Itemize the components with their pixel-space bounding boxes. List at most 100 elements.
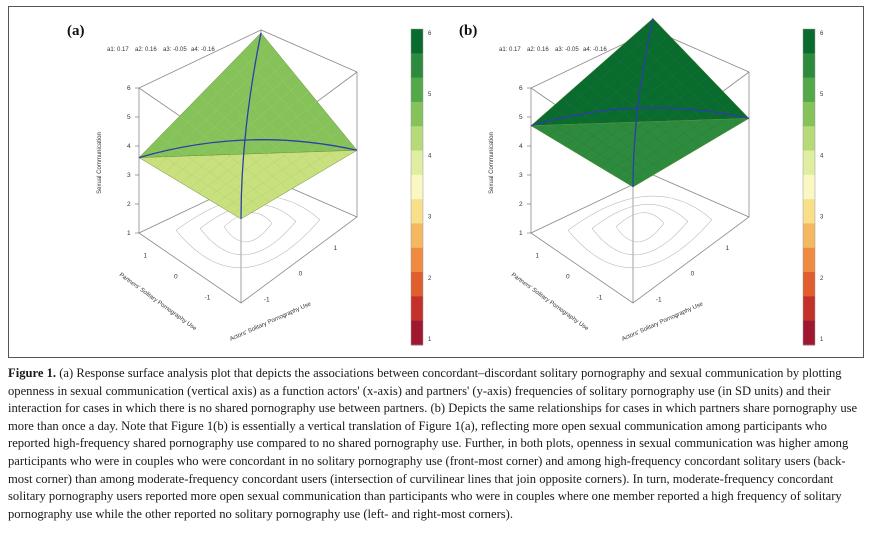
incongruence-line [530, 107, 750, 127]
z-tick-label: 4 [127, 143, 131, 150]
colorbar-segment [803, 223, 815, 249]
colorbar-segment [411, 77, 423, 103]
colorbar-label: 4 [428, 153, 432, 159]
colorbar-segment [411, 101, 423, 127]
z-tick-label: 3 [519, 172, 523, 179]
surface-front-half [138, 150, 358, 220]
x-tick-label: -1 [656, 297, 662, 304]
incongruence-line [138, 139, 358, 159]
y-tick-label: -1 [597, 295, 603, 302]
z-tick-label: 2 [127, 201, 131, 208]
floor-contour [223, 223, 273, 243]
colorbar-segment [803, 53, 815, 79]
colorbar-label: 2 [820, 276, 824, 282]
x-tick-label: 1 [333, 245, 337, 252]
z-tick-label: 4 [519, 143, 523, 150]
colorbar-label: 3 [820, 215, 824, 221]
colorbar-segment [411, 223, 423, 249]
colorbar-segment [411, 247, 423, 273]
figure-graphic: (a) a1: 0.17 a2: 0.16 a3: -0.05 a4: -0.16 1 2 3… [67, 18, 824, 346]
y-tick-label: 1 [535, 253, 539, 260]
coefficient-label: a4: -0.16 [583, 47, 607, 53]
z-axis-title: Sexual Communication [97, 132, 103, 194]
surface-mesh-line [232, 140, 350, 214]
colorbar-label: 6 [428, 31, 432, 37]
x-tick-label: 0 [691, 271, 695, 278]
floor-contour [591, 204, 689, 229]
congruence-line [632, 18, 654, 188]
colorbar-segment [411, 199, 423, 224]
colorbar-segment [411, 29, 423, 54]
y-axis-title: Partners' Solitary Pornography Use [118, 272, 198, 332]
coefficient-label: a2: 0.16 [527, 47, 549, 53]
surface-mesh-line [250, 43, 348, 157]
floor-contour [567, 195, 713, 231]
figure-caption: Figure 1. (a) Response surface analysis … [8, 365, 866, 523]
colorbar-segment [803, 247, 815, 273]
colorbar-segment [803, 320, 815, 346]
colorbar-segment [411, 150, 423, 176]
z-tick-label: 6 [519, 85, 523, 92]
floor-contour [615, 223, 665, 243]
z-tick-label: 3 [127, 172, 131, 179]
y-tick-label: -1 [205, 295, 211, 302]
colorbar-label: 5 [428, 92, 432, 98]
colorbar-frame [802, 28, 816, 346]
panel-a: (a) a1: 0.17 a2: 0.16 a3: -0.05 a4: -0.16 1 2 3… [67, 23, 432, 346]
caption-label: Figure 1. [8, 366, 57, 380]
colorbar-segment [411, 126, 423, 151]
z-tick-label: 2 [519, 201, 523, 208]
colorbar-segment [803, 199, 815, 224]
colorbar-segment [803, 101, 815, 127]
y-tick-label: 1 [143, 253, 147, 260]
colorbar-segment [803, 29, 815, 54]
panel-label: (a) [67, 23, 85, 39]
coefficient-label: a3: -0.05 [163, 47, 187, 53]
surface-mesh-line [615, 101, 734, 177]
panel-b: (b) a1: 0.17 a2: 0.16 a3: -0.05 a4: -0.16 1 2 3… [459, 18, 824, 346]
z-tick-label: 1 [519, 230, 523, 237]
colorbar-segment [411, 320, 423, 346]
coefficient-label: a1: 0.17 [499, 47, 521, 53]
colorbar-segment [803, 272, 815, 297]
colorbar-segment [803, 126, 815, 151]
colorbar-segment [803, 150, 815, 176]
figure-frame: (a) a1: 0.17 a2: 0.16 a3: -0.05 a4: -0.16 1 2 3… [8, 6, 864, 358]
coefficient-label: a1: 0.17 [107, 47, 129, 53]
z-tick-label: 6 [127, 85, 131, 92]
z-axis-title: Sexual Communication [489, 132, 495, 194]
floor-contour [615, 212, 665, 227]
y-tick-label: 0 [174, 274, 178, 281]
floor-contour [199, 221, 297, 256]
floor-contour [591, 221, 689, 256]
colorbar-label: 3 [428, 215, 432, 221]
colorbar-segment [803, 174, 815, 200]
x-axis-title: Actors' Solitary Pornography Use [229, 301, 313, 343]
y-tick-label: 0 [566, 274, 570, 281]
x-tick-label: 0 [299, 271, 303, 278]
x-tick-label: -1 [264, 297, 270, 304]
colorbar-segment [411, 174, 423, 200]
colorbar-label: 5 [820, 92, 824, 98]
colorbar-segment [803, 77, 815, 103]
colorbar-label: 2 [428, 276, 432, 282]
colorbar-frame [410, 28, 424, 346]
z-tick-label: 5 [127, 114, 131, 121]
y-axis-title: Partners' Solitary Pornography Use [510, 272, 590, 332]
colorbar-segment [411, 53, 423, 79]
floor-contour [567, 219, 713, 269]
coefficient-label: a4: -0.16 [191, 47, 215, 53]
colorbar-segment [411, 296, 423, 322]
colorbar-segment [411, 272, 423, 297]
colorbar-label: 1 [428, 337, 432, 343]
x-axis-title: Actors' Solitary Pornography Use [621, 301, 705, 343]
floor-contour [175, 219, 321, 269]
x-tick-label: 1 [725, 245, 729, 252]
caption-text: (a) Response surface analysis plot that … [8, 366, 858, 521]
colorbar-label: 1 [820, 337, 824, 343]
coefficient-label: a3: -0.05 [555, 47, 579, 53]
colorbar-label: 6 [820, 31, 824, 37]
colorbar-label: 4 [820, 153, 824, 159]
surface-front-half [530, 118, 750, 188]
surface-mesh-line [624, 109, 742, 183]
